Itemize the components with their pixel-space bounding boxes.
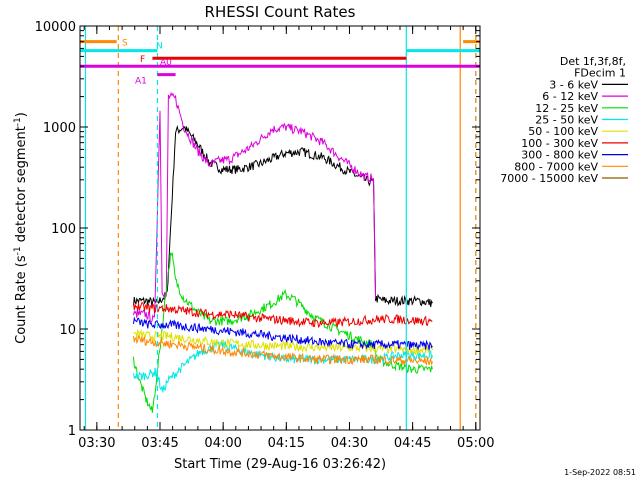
x-tick-label: 05:00 — [457, 436, 494, 451]
y-axis-label-part2: detector segment — [14, 126, 29, 246]
series-line-6-12-kev — [133, 91, 377, 323]
x-tick-label: 03:30 — [78, 436, 115, 451]
y-tick-label: 100 — [51, 222, 76, 237]
state-label-f: F — [140, 55, 145, 65]
y-axis-label-part1: Count Rate (s — [14, 255, 29, 344]
plot-area: S N F A0 A1 1 10 100 1000 10000 03:30 03:45 04:00 04:… — [35, 20, 495, 451]
legend-entry-label: 7000 - 15000 keV — [500, 172, 598, 185]
x-axis-label: Start Time (29-Aug-16 03:26:42) — [174, 457, 386, 472]
y-axis-label-part3: ) — [14, 112, 29, 117]
legend-entry-label: 50 - 100 keV — [528, 125, 598, 138]
state-label-s: S — [122, 39, 128, 49]
legend-header-line-0: Det 1f,3f,8f, — [560, 55, 626, 68]
legend-entry-label: 800 - 7000 keV — [514, 160, 598, 173]
x-tick-label: 04:00 — [204, 436, 241, 451]
render-timestamp: 1-Sep-2022 08:51 — [564, 468, 636, 477]
legend-header-line-1: FDecim 1 — [574, 67, 626, 80]
legend-entry-label: 25 - 50 keV — [535, 114, 598, 127]
series-line-50-100-kev — [133, 328, 433, 355]
state-label-a0: A0 — [160, 58, 172, 68]
series-line-100-300-kev — [133, 302, 433, 329]
legend-entry-label: 3 - 6 keV — [549, 78, 598, 91]
y-tick-label: 10 — [59, 323, 76, 338]
y-tick-label: 1 — [68, 424, 76, 439]
series-line-3-6-kev — [133, 124, 433, 308]
series-line-25-50-kev — [133, 340, 433, 393]
series-line-300-800-kev — [133, 316, 433, 351]
x-tick-label: 04:30 — [331, 436, 368, 451]
legend-entry-label: 6 - 12 keV — [542, 90, 598, 103]
state-label-a1: A1 — [135, 77, 147, 87]
x-tick-label: 04:15 — [268, 436, 305, 451]
legend-entry-label: 300 - 800 keV — [521, 149, 598, 162]
legend-entry-label: 12 - 25 keV — [535, 102, 598, 115]
x-tick-label: 03:45 — [141, 436, 178, 451]
series-line-12-25-kev — [133, 252, 433, 413]
legend-entry-label: 100 - 300 keV — [521, 137, 598, 150]
y-tick-label: 10000 — [35, 20, 76, 35]
state-label-n: N — [156, 42, 163, 52]
y-tick-label: 1000 — [43, 121, 76, 136]
series-line-800-7000-kev — [133, 334, 433, 366]
y-axis-label: Count Rate (s-1 detector segment-1) — [13, 112, 29, 344]
y-axis-label-exp1: -1 — [13, 246, 23, 255]
chart-title: RHESSI Count Rates — [205, 3, 356, 21]
x-tick-label: 04:45 — [394, 436, 431, 451]
y-axis-label-exp2: -1 — [13, 117, 23, 126]
